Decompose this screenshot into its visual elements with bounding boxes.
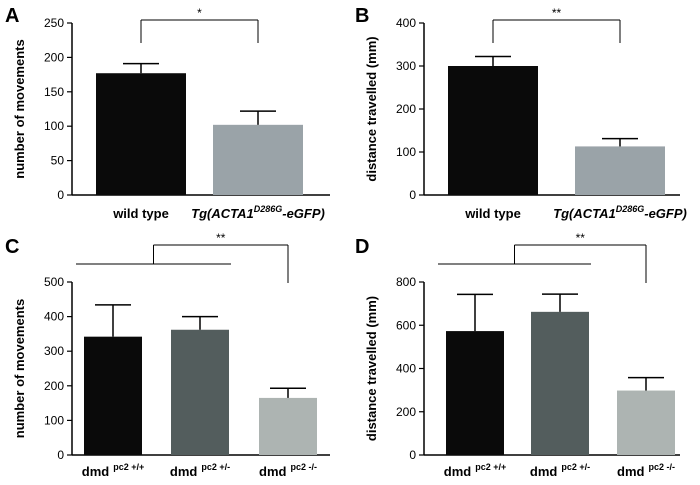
y-tick-label: 300 bbox=[396, 59, 416, 73]
y-tick-label: 0 bbox=[57, 448, 64, 462]
y-tick-label: 150 bbox=[44, 85, 64, 99]
category-label: dmd pc2 +/+ bbox=[444, 462, 506, 479]
y-tick-label: 200 bbox=[396, 405, 416, 419]
y-tick-label: 800 bbox=[396, 275, 416, 289]
category-label-main: wild type bbox=[112, 206, 169, 221]
category-label-suffix: -eGFP) bbox=[644, 206, 687, 221]
category-label-sup: pc2 +/- bbox=[201, 462, 230, 472]
panel-letter: A bbox=[5, 5, 19, 27]
bar bbox=[446, 331, 504, 455]
panel-letter: C bbox=[5, 236, 19, 258]
category-label: dmd pc2 +/+ bbox=[82, 462, 144, 479]
category-label-suffix: -eGFP) bbox=[282, 206, 325, 221]
significance-label: ** bbox=[552, 6, 562, 20]
category-label-sup: pc2 +/- bbox=[561, 462, 590, 472]
panel-letter: B bbox=[355, 5, 369, 27]
bar bbox=[617, 390, 675, 455]
y-tick-label: 500 bbox=[44, 275, 64, 289]
category-label-main: wild type bbox=[464, 206, 521, 221]
panel-letter: D bbox=[355, 236, 369, 258]
y-tick-label: 600 bbox=[396, 318, 416, 332]
category-label-main: Tg(ACTA1 bbox=[191, 206, 254, 221]
bar bbox=[213, 124, 303, 195]
category-label-sup: D286G bbox=[616, 204, 645, 214]
y-tick-label: 200 bbox=[44, 379, 64, 393]
category-label-sup: pc2 -/- bbox=[290, 462, 317, 472]
category-label: dmd pc2 +/- bbox=[170, 462, 230, 479]
y-tick-label: 50 bbox=[51, 154, 65, 168]
category-label-main: dmd bbox=[617, 464, 645, 479]
category-label: wild type bbox=[112, 206, 169, 221]
y-axis-title: number of movements bbox=[12, 39, 27, 178]
y-tick-label: 300 bbox=[44, 344, 64, 358]
category-label-sup: pc2 +/+ bbox=[475, 462, 506, 472]
category-label-sup: pc2 +/+ bbox=[113, 462, 144, 472]
y-axis-title: number of movements bbox=[12, 299, 27, 438]
y-axis-title: distance travelled (mm) bbox=[364, 36, 379, 181]
category-label: Tg(ACTA1D286G-eGFP) bbox=[553, 204, 687, 221]
y-tick-label: 100 bbox=[44, 413, 64, 427]
y-tick-label: 250 bbox=[44, 16, 64, 30]
y-tick-label: 0 bbox=[57, 188, 64, 202]
significance-label: ** bbox=[216, 231, 226, 245]
y-tick-label: 0 bbox=[409, 188, 416, 202]
y-tick-label: 200 bbox=[44, 50, 64, 64]
category-label: dmd pc2 +/- bbox=[530, 462, 590, 479]
bar bbox=[259, 397, 317, 455]
category-label: dmd pc2 -/- bbox=[259, 462, 317, 479]
y-tick-label: 200 bbox=[396, 102, 416, 116]
bar bbox=[84, 336, 142, 455]
y-tick-label: 400 bbox=[396, 362, 416, 376]
category-label-sup: pc2 -/- bbox=[648, 462, 675, 472]
category-label-main: dmd bbox=[170, 464, 198, 479]
panel-d: D 0 200 400 600 800 distance travelled (mm) dmd… bbox=[355, 231, 680, 479]
bar bbox=[531, 311, 589, 455]
bar bbox=[171, 329, 229, 455]
y-tick-label: 0 bbox=[409, 448, 416, 462]
y-tick-label: 100 bbox=[44, 119, 64, 133]
category-label-main: Tg(ACTA1 bbox=[553, 206, 616, 221]
bar bbox=[96, 73, 186, 195]
category-label: dmd pc2 -/- bbox=[617, 462, 675, 479]
bar bbox=[575, 146, 665, 195]
bar bbox=[448, 66, 538, 195]
category-label-sup: D286G bbox=[254, 204, 283, 214]
significance-label: ** bbox=[576, 231, 586, 245]
y-axis-title: distance travelled (mm) bbox=[364, 296, 379, 441]
category-label: wild type bbox=[464, 206, 521, 221]
y-tick-label: 100 bbox=[396, 145, 416, 159]
category-label-main: dmd bbox=[444, 464, 472, 479]
category-label-main: dmd bbox=[530, 464, 558, 479]
category-label-main: dmd bbox=[82, 464, 110, 479]
significance-label: * bbox=[197, 6, 202, 20]
y-tick-label: 400 bbox=[44, 310, 64, 324]
y-tick-label: 400 bbox=[396, 16, 416, 30]
panel-b: B 0 100 200 300 400 distance travelled (mm) wil… bbox=[355, 5, 687, 221]
category-label: Tg(ACTA1D286G-eGFP) bbox=[191, 204, 325, 221]
panel-a: A 0 50 100 150 200 250 number of movements wild … bbox=[5, 5, 330, 221]
category-label-main: dmd bbox=[259, 464, 287, 479]
